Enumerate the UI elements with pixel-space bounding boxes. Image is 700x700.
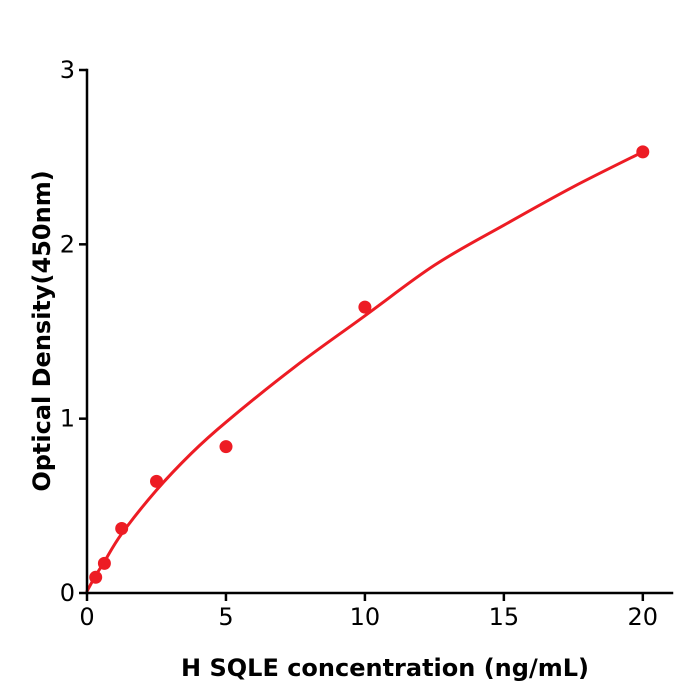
y-axis-title: Optical Density(450nm) [28, 170, 56, 491]
data-point [115, 522, 129, 535]
x-tick-label: 5 [218, 603, 233, 631]
x-tick-label: 10 [350, 603, 381, 631]
y-tick-label: 2 [60, 230, 75, 258]
x-tick-label: 0 [79, 603, 94, 631]
axis-layer [85, 68, 674, 595]
data-point [219, 440, 233, 454]
y-tick-label: 3 [60, 56, 75, 84]
data-point [97, 556, 111, 570]
x-tick-label: 15 [489, 603, 520, 631]
data-point-layer [89, 145, 650, 584]
data-point [89, 570, 103, 584]
x-tick-label: 20 [628, 603, 659, 631]
fit-curve-layer [85, 150, 645, 593]
x-axis-title: H SQLE concentration (ng/mL) [181, 654, 589, 682]
x-ticks: 0 5 10 15 20 [79, 593, 658, 631]
fit-curve [85, 150, 645, 593]
y-tick-label: 0 [60, 579, 75, 607]
data-point [150, 474, 163, 488]
y-ticks: 0 1 2 3 [60, 56, 87, 607]
data-point [636, 145, 650, 159]
y-tick-label: 1 [60, 405, 75, 433]
data-point [358, 300, 372, 314]
